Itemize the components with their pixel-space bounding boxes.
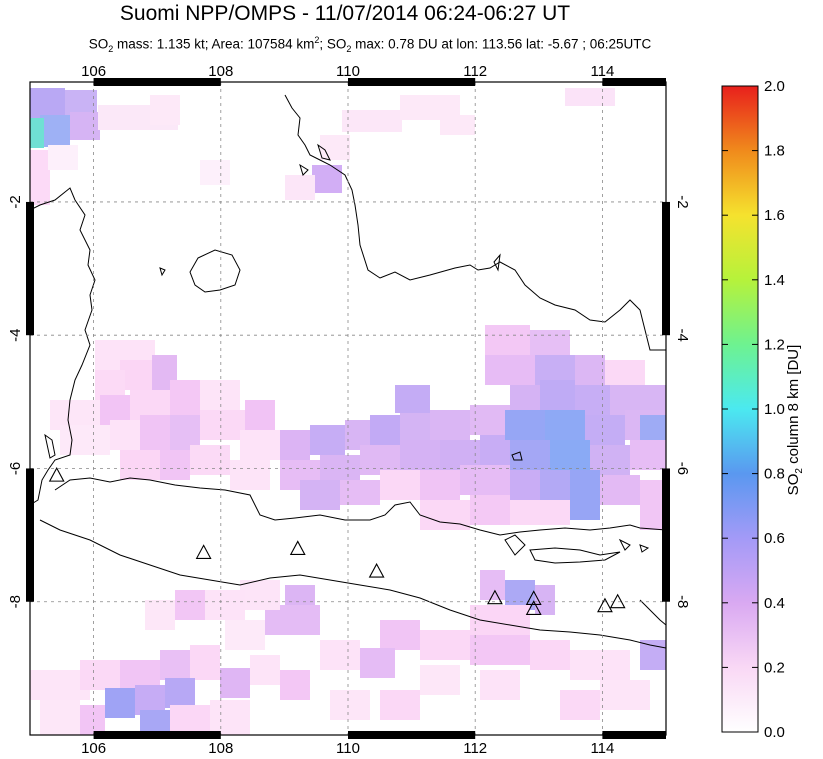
- colorbar-tick-label: 1.8: [764, 143, 785, 160]
- tick-label-lat-left: -2: [7, 195, 24, 208]
- coastlines: [30, 94, 666, 649]
- colorbar-tick-label: 1.6: [764, 207, 785, 224]
- frame-bar-left: [26, 468, 34, 602]
- volcano-marker: [48, 466, 65, 482]
- frame-bar-top: [93, 78, 221, 86]
- volcano-marker: [597, 597, 613, 613]
- frame-bar-bottom: [602, 731, 666, 739]
- frame-bar-bottom: [93, 731, 221, 739]
- colorbar-tick-label: 1.0: [764, 401, 785, 418]
- colorbar-ticks: 0.0 0.2 0.4 0.6 0.8 1.0 1.2 1.4 1.6 1.8 2.0: [722, 78, 785, 741]
- frame-bar-right: [662, 201, 670, 336]
- map-subtitle: SO2 mass: 1.135 kt; Area: 107584 km2; SO…: [88, 35, 652, 55]
- tick-label-lat-right: -6: [674, 462, 691, 475]
- frame-bar-right: [662, 468, 670, 602]
- tick-label-lat-left: -6: [7, 462, 24, 475]
- volcano-marker: [525, 600, 542, 615]
- so2-pixel-layer: [30, 88, 666, 735]
- tick-label-lon-top: 112: [463, 63, 487, 80]
- tick-label-lat-right: -8: [674, 595, 691, 608]
- tick-label-lon-bottom: 112: [463, 740, 487, 757]
- colorbar-tick-label: 0.4: [764, 595, 785, 612]
- tick-label-lon-bottom: 110: [336, 740, 360, 757]
- volcano-markers: [48, 466, 626, 615]
- frame-bar-top: [348, 78, 476, 86]
- map-title: Suomi NPP/OMPS - 11/07/2014 06:24-06:27 …: [119, 2, 571, 25]
- tick-label-lat-left: -8: [7, 595, 24, 608]
- colorbar-tick-label: 0.6: [764, 530, 785, 547]
- tick-label-lat-right: -2: [674, 195, 691, 208]
- tick-label-lon-top: 110: [336, 63, 360, 80]
- colorbar-label: SO2 column 8 km [DU]: [785, 344, 805, 496]
- tick-label-lon-bottom: 114: [590, 740, 614, 757]
- tick-label-lon-top: 108: [208, 63, 233, 80]
- frame-bar-left: [26, 201, 34, 336]
- volcano-marker: [368, 562, 385, 578]
- colorbar-tick-label: 0.2: [764, 659, 785, 676]
- tick-label-lon-bottom: 106: [81, 740, 106, 757]
- tick-label-lon-top: 114: [590, 63, 614, 80]
- tick-label-lon-bottom: 108: [208, 740, 233, 757]
- frame-bar-bottom: [348, 731, 476, 739]
- volcano-marker: [289, 540, 306, 555]
- volcano-marker: [195, 544, 212, 559]
- colorbar-tick-label: 2.0: [764, 78, 785, 95]
- frame-bars: [26, 78, 670, 739]
- tick-label-lat-left: -4: [7, 329, 24, 342]
- colorbar-tick-label: 0.8: [764, 466, 785, 483]
- colorbar-tick-label: 1.4: [764, 272, 785, 289]
- frame-bar-top: [602, 78, 666, 86]
- axis-tick-labels: 106 106 108 108 110 110 112 112 114 114 -2 -2 -4 -4 -6…: [7, 63, 691, 757]
- volcano-marker: [525, 590, 542, 605]
- colorbar-tick-label: 1.2: [764, 336, 785, 353]
- colorbar-tick-label: 0.0: [764, 724, 785, 741]
- lat-lon-grid: [30, 82, 666, 735]
- tick-label-lat-right: -4: [674, 329, 691, 342]
- volcano-marker: [486, 589, 503, 605]
- tick-label-lon-top: 106: [81, 63, 106, 80]
- volcano-marker: [609, 593, 626, 609]
